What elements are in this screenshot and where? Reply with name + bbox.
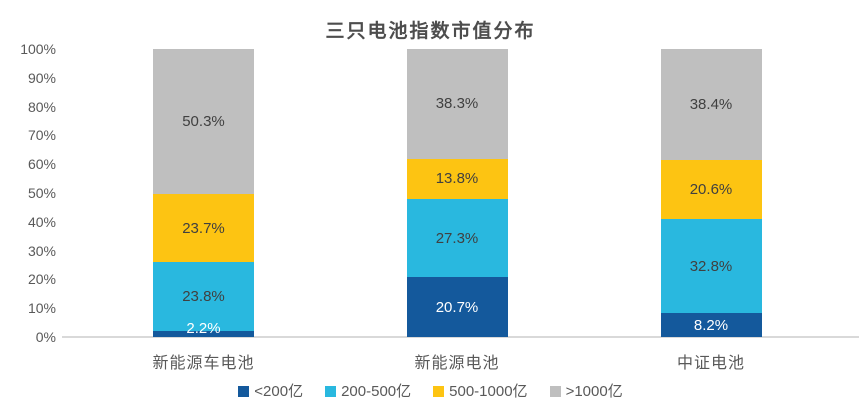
y-tick-label: 60%: [27, 156, 56, 173]
legend-marker-icon: [549, 386, 561, 397]
legend-marker-icon: [433, 386, 445, 397]
data-label: 23.7%: [182, 219, 225, 237]
y-axis: 0% 10% 20% 30% 40% 50% 60% 70% 80% 90% 100%: [0, 0, 56, 410]
chart-title: 三只电池指数市值分布: [325, 21, 536, 42]
x-category-label: 中证电池: [676, 355, 745, 372]
legend-label: 500-1000亿: [449, 383, 528, 400]
y-tick-label: 50%: [27, 185, 56, 201]
y-tick-label: 40%: [27, 213, 56, 230]
y-tick-label: 30%: [27, 242, 56, 259]
legend-item: 200-500亿: [325, 384, 411, 399]
legend-label: >1000亿: [565, 383, 623, 400]
x-category-label: 新能源电池: [414, 355, 500, 372]
bar-segment: 50.3%: [153, 49, 254, 194]
stacked-bar-1: 50.3% 23.7% 23.8% 2.2%: [153, 49, 254, 337]
y-tick-label: 20%: [27, 271, 56, 288]
data-label: 38.3%: [435, 95, 479, 113]
bar-segment: 23.7%: [153, 193, 254, 263]
bar-segment: 27.3%: [406, 198, 508, 278]
legend-label: 200-500亿: [341, 383, 412, 400]
bar-segment: 13.8%: [406, 159, 508, 199]
y-tick-label: 90%: [27, 69, 56, 86]
data-label: 38.4%: [689, 95, 733, 113]
data-label: 20.7%: [435, 298, 479, 316]
data-label: 27.3%: [435, 229, 479, 247]
data-label: 50.3%: [182, 112, 225, 130]
bar-segment: 8.2%: [660, 313, 762, 337]
legend-marker-icon: [325, 386, 337, 397]
bar-segment: 2.2%: [153, 321, 254, 337]
y-tick-label: 100%: [20, 41, 56, 57]
legend-item: <200亿: [238, 384, 303, 399]
stacked-bar-3: 38.4% 20.6% 32.8% 8.2%: [660, 49, 762, 337]
legend: <200亿 200-500亿 500-1000亿 >1000亿: [0, 384, 861, 399]
data-label: 20.6%: [689, 180, 733, 198]
bar-segment: 20.7%: [406, 277, 508, 337]
legend-label: <200亿: [254, 383, 304, 400]
legend-item: 500-1000亿: [433, 383, 528, 400]
y-tick-label: 70%: [27, 127, 56, 144]
bar-segment: 20.6%: [660, 159, 762, 219]
bar-segment: 38.4%: [660, 49, 762, 160]
data-label: 13.8%: [435, 170, 479, 188]
data-label: 8.2%: [693, 316, 729, 334]
bar-segment: 38.3%: [406, 48, 508, 160]
y-tick-label: 10%: [27, 300, 56, 317]
bar-segment: 23.8%: [153, 262, 254, 331]
stacked-bar-2: 38.3% 13.8% 27.3% 20.7%: [406, 48, 508, 337]
y-tick-label: 80%: [27, 98, 56, 115]
data-label: 23.8%: [182, 287, 225, 305]
bar-segment: 32.8%: [660, 218, 762, 314]
x-category-label: 新能源车电池: [152, 355, 255, 372]
data-label: 2.2%: [186, 320, 221, 337]
legend-item: >1000亿: [549, 383, 623, 400]
legend-marker-icon: [238, 386, 250, 397]
x-axis-line: [62, 336, 859, 338]
y-tick-label: 0%: [35, 329, 56, 345]
data-label: 32.8%: [689, 257, 733, 275]
